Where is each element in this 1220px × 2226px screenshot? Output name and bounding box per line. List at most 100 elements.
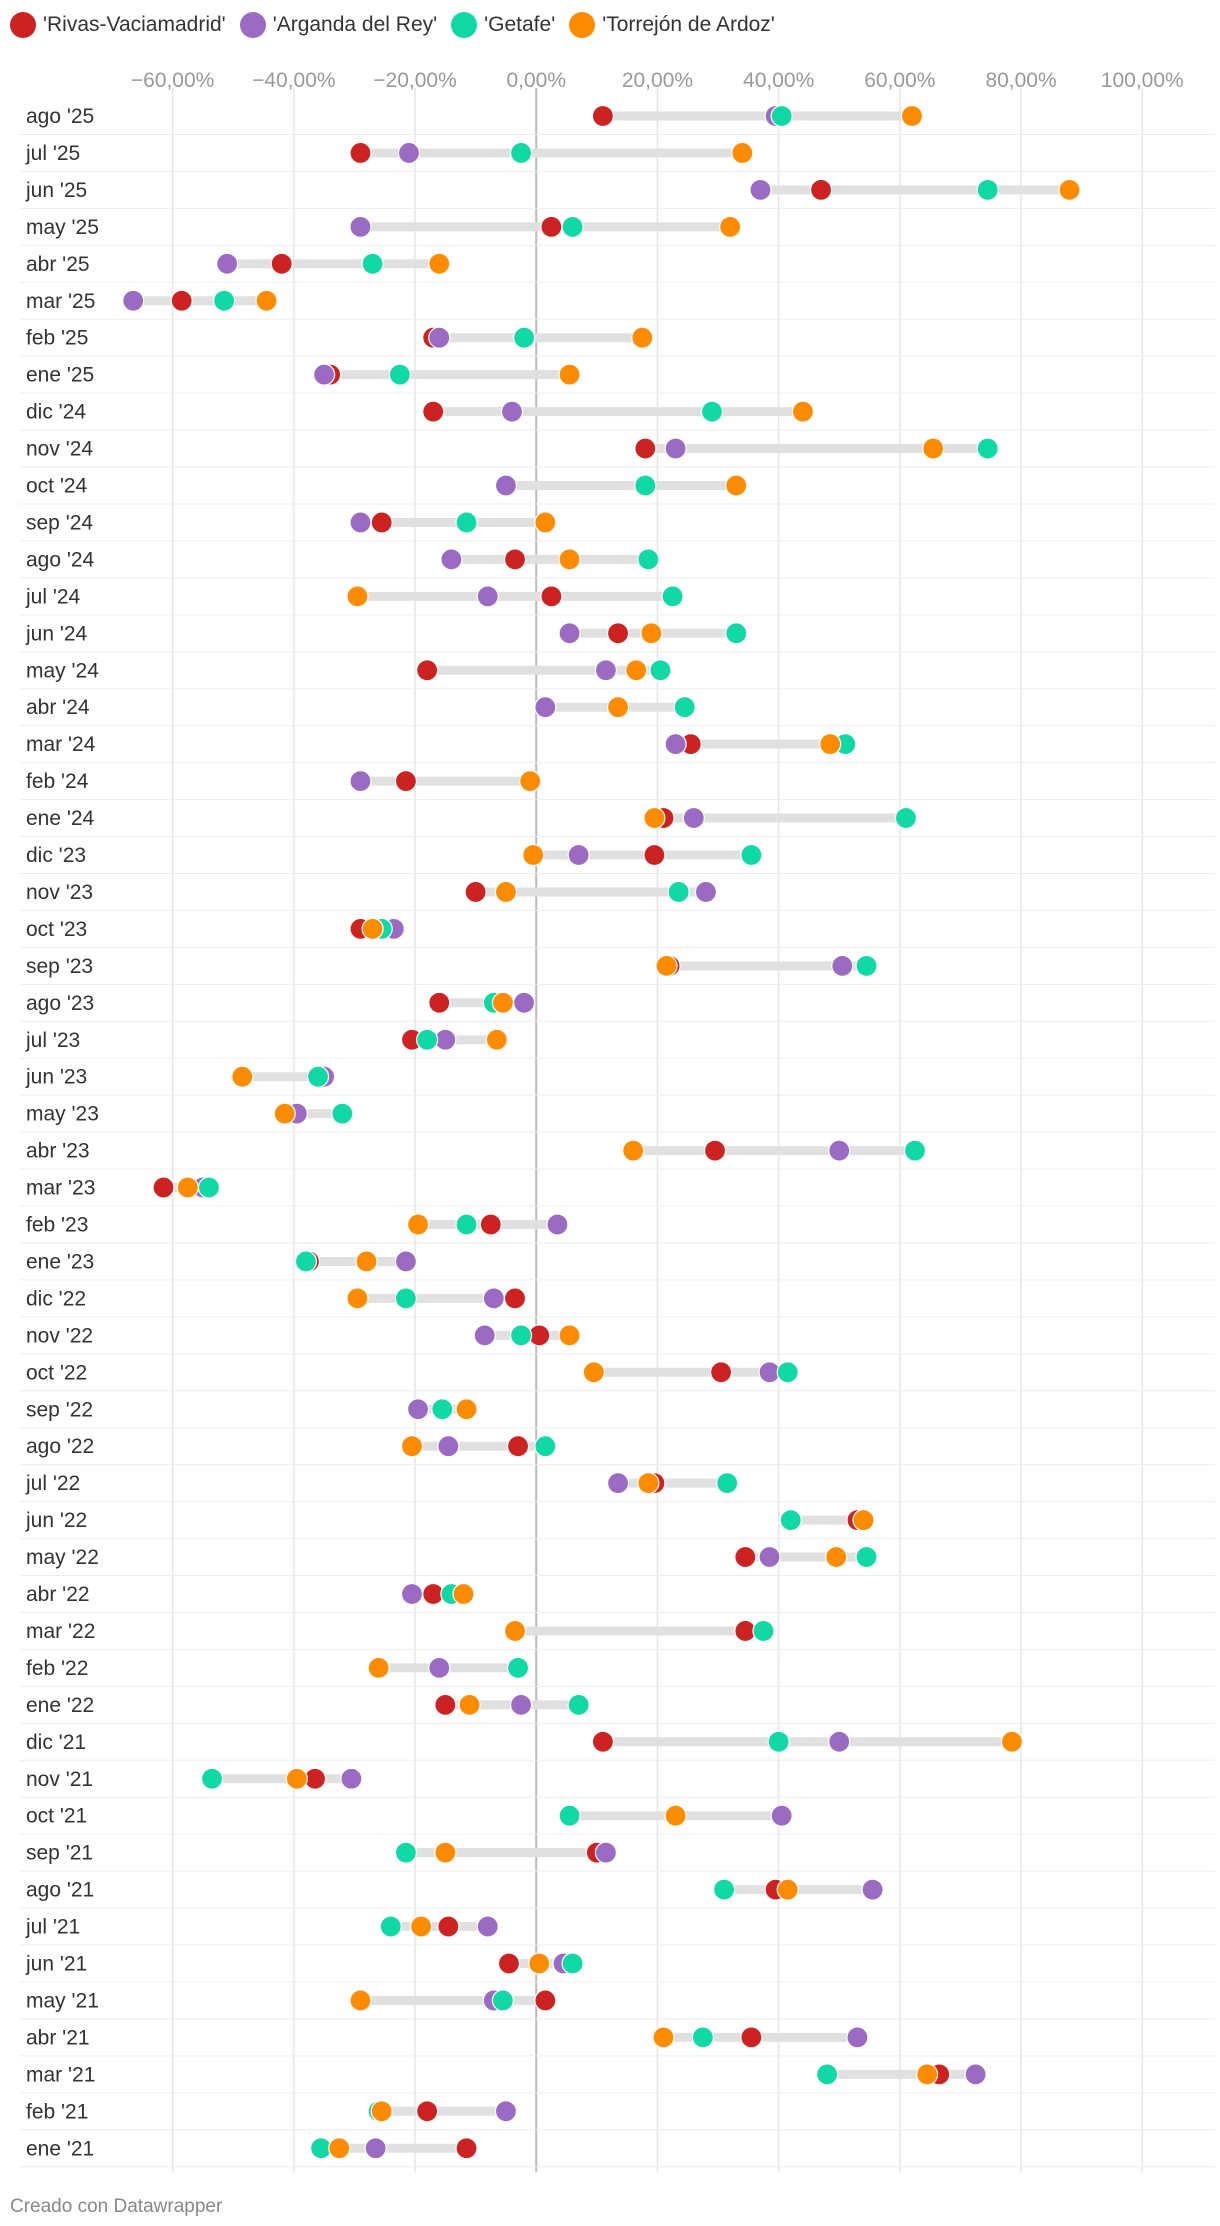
data-point bbox=[370, 511, 393, 534]
row-label: jul '23 bbox=[25, 1029, 80, 1052]
data-point bbox=[740, 843, 763, 867]
row-label: may '24 bbox=[26, 659, 99, 682]
legend-label: 'Getafe' bbox=[484, 13, 556, 36]
data-point bbox=[294, 1250, 318, 1273]
data-point bbox=[779, 1508, 802, 1532]
data-point bbox=[349, 1989, 372, 2012]
data-point bbox=[709, 1361, 733, 1384]
data-point bbox=[606, 622, 630, 645]
data-point bbox=[500, 400, 524, 423]
data-point bbox=[349, 215, 372, 238]
data-point bbox=[285, 1767, 308, 1790]
data-point bbox=[197, 1176, 221, 1199]
data-point bbox=[776, 1361, 799, 1384]
row-label: sep '23 bbox=[26, 955, 93, 978]
data-point bbox=[313, 363, 336, 386]
data-point bbox=[231, 1065, 254, 1088]
data-point bbox=[558, 1324, 581, 1347]
data-point bbox=[740, 2026, 763, 2049]
data-point bbox=[637, 548, 660, 571]
data-point bbox=[964, 2063, 987, 2086]
data-point bbox=[482, 1287, 505, 1310]
data-point bbox=[509, 1324, 533, 1347]
data-point bbox=[558, 1804, 581, 1827]
data-point bbox=[828, 1139, 851, 1162]
row-label: may '25 bbox=[26, 216, 99, 239]
row-label: feb '24 bbox=[26, 770, 89, 793]
row-label: mar '21 bbox=[26, 2063, 95, 2086]
data-point bbox=[455, 1398, 478, 1421]
data-point bbox=[494, 880, 518, 904]
data-point bbox=[400, 1435, 424, 1458]
row-label: mar '22 bbox=[26, 1620, 95, 1643]
data-point bbox=[819, 733, 842, 756]
data-point bbox=[770, 104, 793, 128]
data-point bbox=[606, 696, 630, 719]
data-point bbox=[509, 1693, 533, 1716]
row-label: abr '21 bbox=[26, 2026, 90, 2049]
row-label: feb '25 bbox=[26, 327, 88, 350]
row-label: may '22 bbox=[26, 1546, 99, 1569]
data-point bbox=[216, 252, 239, 275]
data-point bbox=[606, 1472, 630, 1495]
row-label: jul '21 bbox=[25, 1916, 80, 1939]
data-point bbox=[731, 141, 754, 165]
data-point bbox=[855, 954, 878, 977]
data-point bbox=[428, 1656, 451, 1680]
legend-label: 'Torrejón de Ardoz' bbox=[602, 13, 775, 36]
data-point bbox=[661, 585, 684, 608]
data-point bbox=[713, 1878, 736, 1901]
data-point bbox=[903, 1139, 927, 1162]
footer-credit: Creado con Datawrapper bbox=[10, 2196, 223, 2217]
row-label: jun '21 bbox=[25, 1953, 87, 1976]
data-point bbox=[546, 1213, 569, 1236]
data-point bbox=[640, 622, 663, 645]
row-label: jun '22 bbox=[25, 1509, 87, 1532]
data-point bbox=[831, 954, 854, 977]
data-point bbox=[397, 141, 421, 165]
data-point bbox=[491, 991, 514, 1014]
data-point bbox=[594, 1841, 618, 1864]
data-point bbox=[558, 622, 581, 645]
data-point bbox=[534, 1989, 557, 2012]
x-tick-label: −60,00% bbox=[131, 69, 215, 92]
data-point bbox=[458, 1693, 481, 1716]
data-point bbox=[485, 1028, 508, 1051]
data-point bbox=[455, 511, 478, 534]
data-point bbox=[634, 474, 657, 497]
row-label: sep '21 bbox=[26, 1842, 93, 1865]
data-point bbox=[361, 252, 384, 275]
row-label: may '21 bbox=[26, 1989, 99, 2012]
data-point bbox=[625, 659, 648, 682]
data-point bbox=[122, 289, 145, 312]
row-label: sep '22 bbox=[26, 1398, 93, 1421]
data-point bbox=[534, 696, 557, 719]
data-point bbox=[497, 1952, 521, 1975]
row-label: dic '22 bbox=[26, 1287, 86, 1310]
data-point bbox=[364, 2137, 387, 2160]
data-point bbox=[855, 1545, 878, 1569]
data-point bbox=[861, 1878, 884, 1901]
data-point bbox=[370, 2100, 393, 2123]
legend-swatch bbox=[10, 12, 36, 38]
legend-swatch bbox=[239, 12, 266, 38]
data-point bbox=[976, 437, 999, 460]
data-point bbox=[170, 289, 193, 312]
data-point bbox=[591, 1730, 614, 1753]
x-tick-label: 60,00% bbox=[864, 69, 935, 92]
data-point bbox=[643, 843, 666, 867]
data-point bbox=[394, 769, 418, 793]
data-point bbox=[734, 1545, 757, 1569]
data-point bbox=[591, 104, 614, 128]
data-point bbox=[428, 252, 451, 275]
data-point bbox=[534, 511, 557, 534]
data-point bbox=[346, 1287, 369, 1310]
data-point bbox=[513, 991, 536, 1014]
data-point bbox=[464, 880, 487, 904]
data-point bbox=[340, 1767, 363, 1790]
row-label: ago '22 bbox=[26, 1435, 94, 1458]
data-point bbox=[494, 474, 518, 497]
data-point bbox=[473, 1324, 496, 1347]
row-label: feb '22 bbox=[26, 1657, 88, 1680]
data-point bbox=[416, 1028, 439, 1051]
